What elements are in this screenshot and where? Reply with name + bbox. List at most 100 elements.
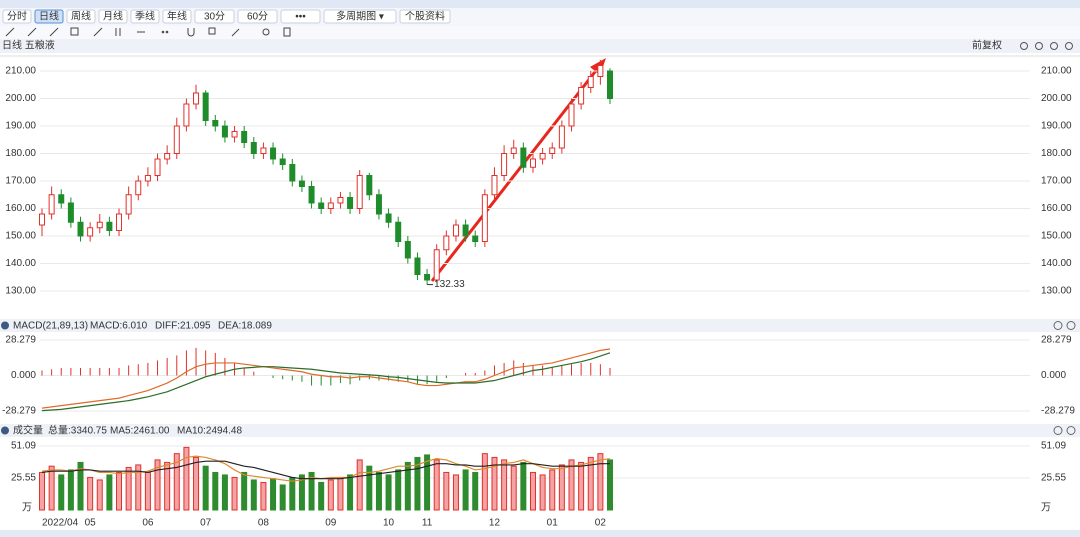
toolbar-button[interactable] (162, 9, 192, 24)
toolbar-label[interactable]: 月线 (103, 10, 123, 23)
candle-body (501, 153, 508, 176)
y-tick-label: 130.00 (5, 286, 36, 297)
toolbar-button[interactable] (66, 9, 96, 24)
volume-bar (462, 469, 469, 511)
x-tick-label: 11 (422, 518, 433, 529)
x-tick-label: 09 (325, 518, 337, 529)
panel-toggle[interactable] (1, 321, 9, 330)
volume-bar (424, 454, 431, 511)
volume-bar (77, 461, 84, 511)
dea-value: DEA:18.089 (218, 321, 272, 332)
volume-bar (193, 456, 200, 511)
diff-value: DIFF:21.095 (155, 321, 211, 332)
panel-button[interactable] (1053, 321, 1063, 330)
volume-bar (87, 476, 94, 511)
toolbar-button[interactable] (280, 9, 321, 24)
y-tick-label-right: 0.000 (1041, 370, 1066, 381)
toolbar-button[interactable] (2, 9, 32, 24)
candle-body (462, 224, 469, 237)
toolbar-label[interactable]: ••• (295, 12, 306, 23)
candle-body (39, 213, 45, 226)
panel-button[interactable] (1066, 426, 1076, 435)
candle-body (347, 197, 354, 209)
volume-bar (607, 459, 613, 511)
volume-bar (58, 474, 65, 511)
candle-body (279, 158, 286, 165)
stock-title: 日线 五粮液 (2, 39, 55, 52)
volume-bar (587, 456, 594, 511)
candle-body (67, 202, 74, 223)
toolbar-button[interactable] (194, 9, 235, 24)
volume-bar (135, 464, 142, 511)
y-tick-label: 0.000 (11, 370, 36, 381)
panel-button[interactable] (1053, 426, 1063, 435)
volume-total: 总量:3340.75 (48, 424, 107, 437)
top-nav (0, 0, 1080, 8)
toolbar-label[interactable]: 30分 (204, 11, 225, 23)
toolbar-label[interactable]: 日线 (39, 10, 59, 23)
volume-bar (39, 471, 45, 511)
toolbar-label[interactable]: 季线 (135, 10, 155, 23)
toolbar-label[interactable]: 多周期图 ▾ (336, 10, 384, 23)
x-tick-label: 06 (142, 518, 154, 529)
candle-body (96, 221, 103, 229)
volume-bar (202, 465, 209, 511)
candle-body (250, 142, 257, 154)
panel-toggle[interactable] (1, 426, 9, 435)
chart-controls[interactable] (1020, 42, 1073, 50)
volume-bar (270, 478, 277, 511)
adjust-mode[interactable]: 前复权 (972, 39, 1002, 52)
x-tick-label: 10 (383, 518, 395, 529)
candle-body (308, 186, 315, 204)
volume-bar (260, 481, 267, 511)
volume-bar (183, 446, 190, 511)
volume-title: 成交量 (13, 424, 43, 437)
volume-bar (414, 456, 421, 511)
candle-body (491, 175, 498, 196)
volume-bar (298, 474, 305, 511)
candle-body (414, 257, 421, 275)
volume-bar (510, 465, 517, 511)
toolbar-button[interactable] (130, 9, 160, 24)
toolbar-label[interactable]: 分时 (7, 11, 27, 23)
volume-bar (347, 474, 354, 511)
candle-body (87, 227, 94, 237)
toolbar-button[interactable] (237, 9, 278, 24)
toolbar-button[interactable] (323, 9, 397, 24)
toolbar-label[interactable]: 个股资料 (405, 10, 445, 23)
volume-bar (173, 453, 180, 511)
candle-body (298, 180, 305, 187)
candle-body (366, 175, 373, 196)
candle-body (231, 131, 238, 138)
toolbar-label[interactable]: 60分 (247, 11, 268, 23)
y-tick-label-right: 140.00 (1041, 258, 1072, 269)
volume-bar (452, 474, 459, 511)
volume-bar (558, 464, 565, 511)
toolbar-button[interactable] (399, 9, 451, 24)
y-tick-label: 200.00 (5, 93, 36, 104)
toolbar-button[interactable] (98, 9, 128, 24)
panel-button[interactable] (1066, 321, 1076, 330)
volume-bar (481, 453, 488, 511)
candle-body (568, 103, 575, 127)
toolbar-label[interactable]: 年线 (167, 10, 187, 23)
volume-unit-right: 万 (1041, 503, 1051, 514)
x-tick-label: 07 (200, 518, 212, 529)
volume-bar (549, 469, 556, 511)
y-tick-label-right: 200.00 (1041, 93, 1072, 104)
toolbar-label[interactable]: 周线 (71, 10, 91, 23)
candle-body (510, 147, 517, 154)
toolbar-button[interactable] (34, 9, 64, 24)
drawing-tools[interactable] (5, 27, 291, 37)
volume-bar (308, 471, 315, 511)
candle-body (607, 70, 613, 99)
toolbar (0, 8, 1080, 26)
volume-bar (385, 474, 392, 511)
volume-bar (164, 461, 171, 511)
y-tick-label: 25.55 (11, 473, 36, 484)
candle-body (587, 76, 594, 88)
volume-bar (597, 453, 604, 511)
candle-body (404, 241, 411, 259)
volume-bar (366, 465, 373, 511)
